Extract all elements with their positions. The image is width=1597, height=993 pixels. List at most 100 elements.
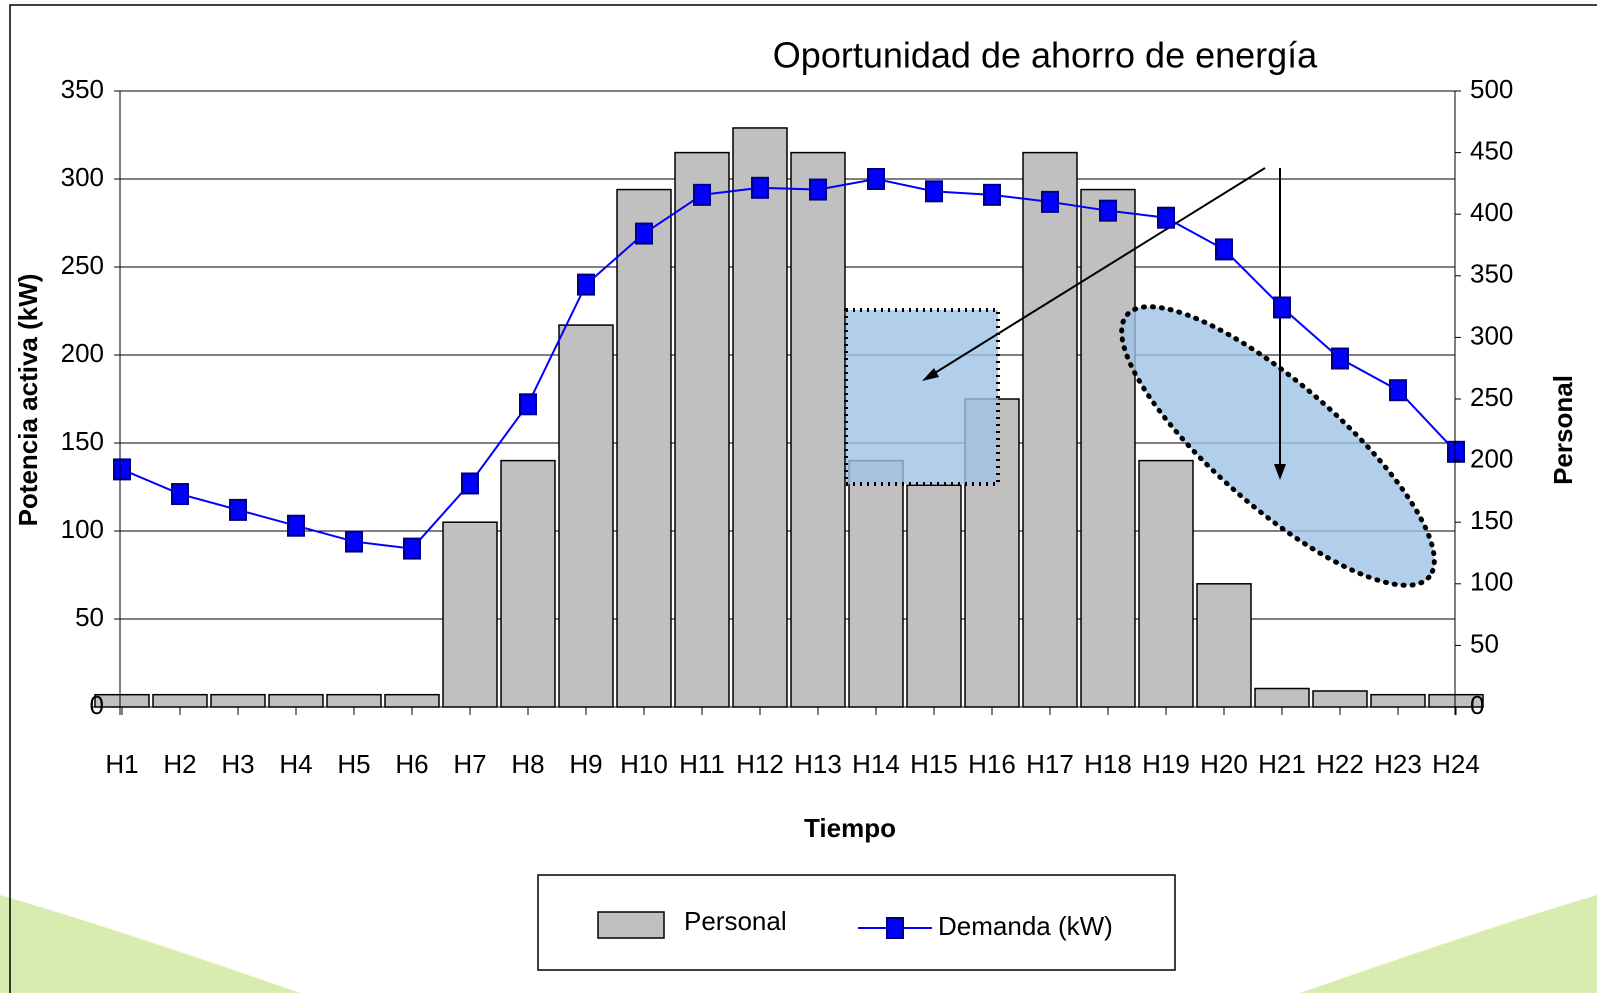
x-tick-label: H7 [453,749,486,779]
bar [1080,188,1136,708]
marker [751,176,769,199]
marker [693,183,711,206]
arrow-head [1274,464,1286,480]
decoration [1300,895,1597,993]
y-tick-label: 50 [75,602,104,632]
x-tick-label: H22 [1316,749,1364,779]
bar [1312,690,1368,708]
bar [1138,459,1194,708]
marker [229,498,247,521]
line [121,177,1457,550]
marker [635,222,653,245]
marker [1099,199,1117,222]
y2-axis-title: Personal [1548,375,1578,485]
legend-swatch [597,911,665,939]
marker [1157,206,1175,229]
legend-swatch [886,917,904,939]
x-tick-label: H10 [620,749,668,779]
y-tick-label: 250 [61,250,104,280]
marker [519,393,537,416]
y2-tick-label: 100 [1470,567,1513,597]
marker [287,514,305,537]
bar [906,484,962,708]
x-tick-label: H16 [968,749,1016,779]
y2-tick-label: 400 [1470,197,1513,227]
bar [152,693,208,708]
x-tick-label: H24 [1432,749,1480,779]
y2-tick-label: 250 [1470,382,1513,412]
marker [867,168,885,190]
chart-border [9,4,1597,993]
x-tick-label: H15 [910,749,958,779]
marker [809,178,827,201]
decoration [0,895,300,993]
arrow-head [922,368,939,381]
chart-title: Oportunidad de ahorro de energía [773,35,1318,76]
bar [268,693,324,708]
x-tick-label: H19 [1142,749,1190,779]
marker [577,273,595,296]
arrow [929,167,1266,377]
y2-tick-label: 150 [1470,505,1513,535]
x-tick-label: H20 [1200,749,1248,779]
bar [616,188,672,708]
marker [1215,238,1233,261]
x-tick-label: H9 [569,749,602,779]
y-tick-label: 150 [61,426,104,456]
y-tick-label: 350 [61,74,104,104]
highlight-box [844,308,1000,486]
x-tick-label: H3 [221,749,254,779]
y-axis-title: Potencia activa (kW) [13,274,43,527]
x-tick-label: H18 [1084,749,1132,779]
bar [210,693,266,708]
highlight-ellipse [1119,304,1437,588]
y-tick-label: 100 [61,514,104,544]
x-tick-label: H11 [679,749,725,779]
annotations [844,167,1437,588]
y2-tick-label: 300 [1470,320,1513,350]
bar [1022,151,1078,708]
y-tick-label: 0 [90,690,104,720]
y2-tick-label: 0 [1470,690,1484,720]
y-tick-label: 300 [61,162,104,192]
x-tick-label: H4 [279,749,312,779]
x-tick-label: H14 [852,749,900,779]
y2-tick-label: 350 [1470,259,1513,289]
x-tick-label: H13 [794,749,842,779]
bar [558,324,614,708]
marker [983,183,1001,206]
bar [1254,687,1310,708]
marker [1041,190,1059,213]
y2-tick-label: 50 [1470,628,1499,658]
bar [790,151,846,708]
y2-tick-label: 500 [1470,74,1513,104]
marker [171,483,189,506]
marker [1331,347,1349,370]
x-tick-label: H17 [1026,749,1074,779]
bar [326,693,382,708]
bar [500,459,556,708]
marker [1389,379,1407,402]
x-tick-label: H6 [395,749,428,779]
axes: 0 50 100 150 200 250 300 350 0 50 100 150 200 250 300 3… [61,74,1514,779]
bar [848,459,904,708]
bar [674,151,730,708]
marker [113,458,131,481]
bar [1196,583,1252,708]
bar [732,127,788,708]
marker [1447,440,1465,463]
marker [1273,296,1291,319]
legend-label: Demanda (kW) [938,911,1113,941]
x-tick-label: H21 [1258,749,1306,779]
marker [461,472,479,495]
legend-label: Personal [684,906,787,936]
marker [345,530,363,553]
x-tick-label: H23 [1374,749,1422,779]
y2-tick-label: 450 [1470,135,1513,165]
bar [1370,693,1426,708]
bar [384,693,440,708]
legend-items: Personal Demanda (kW) [597,906,1113,941]
x-tick-label: H12 [736,749,784,779]
x-axis-title: Tiempo [804,813,896,843]
